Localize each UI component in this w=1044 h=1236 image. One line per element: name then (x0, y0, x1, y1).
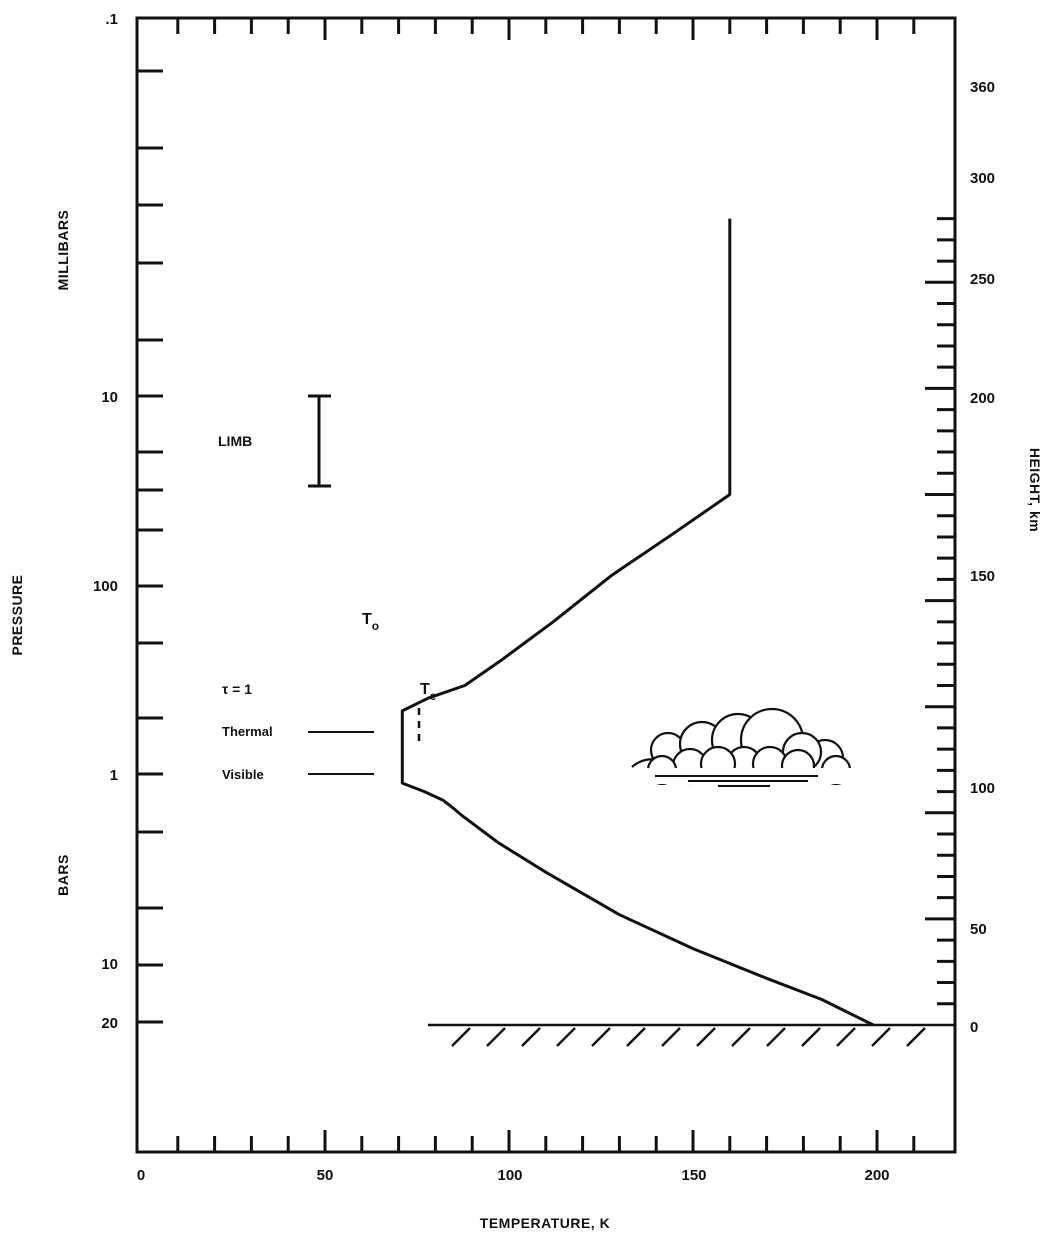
hatch-mark (871, 1027, 891, 1047)
right-tick-label-360: 360 (970, 79, 995, 96)
te-label-main: T (420, 681, 430, 698)
t0-label-sub: o (372, 619, 379, 633)
visible-label: Visible (222, 767, 264, 782)
y-lower-unit-label: BARS (55, 854, 71, 896)
right-tick-label-200: 200 (970, 390, 995, 407)
right-tick-label-50: 50 (970, 921, 987, 938)
t0-label-main: T (362, 611, 372, 628)
surface-hatch-marks (451, 1027, 926, 1047)
x-axis-ticks (176, 18, 916, 1152)
x-axis-title: TEMPERATURE, K (480, 1215, 610, 1231)
hatch-mark (696, 1027, 716, 1047)
left-tick-label-20bar: 20 (101, 1015, 118, 1032)
hatch-mark (766, 1027, 786, 1047)
x-tick-label-0: 0 (137, 1167, 145, 1184)
left-axis-ticks (137, 69, 163, 1024)
hatch-mark (906, 1027, 926, 1047)
limb-bracket (308, 394, 331, 488)
hatch-mark (801, 1027, 821, 1047)
limb-label: LIMB (218, 433, 252, 449)
hatch-mark (731, 1027, 751, 1047)
right-axis-ticks (925, 217, 955, 1006)
x-tick-label-150: 150 (681, 1167, 706, 1184)
surface-hatching (428, 1023, 955, 1047)
x-tick-label-200: 200 (864, 1167, 889, 1184)
hatch-mark (556, 1027, 576, 1047)
te-label: Te (420, 681, 437, 703)
plot-frame (135, 16, 957, 1154)
x-tick-label-100: 100 (497, 1167, 522, 1184)
right-tick-label-250: 250 (970, 271, 995, 288)
right-tick-label-300: 300 (970, 170, 995, 187)
hatch-mark (486, 1027, 506, 1047)
t0-label: To (362, 611, 379, 633)
left-tick-label-10bar: 10 (101, 956, 118, 973)
y-axis-title: PRESSURE (9, 574, 25, 655)
left-tick-label-10mbar: 10 (101, 389, 118, 406)
tau-label: τ = 1 (222, 681, 252, 697)
right-tick-label-0: 0 (970, 1019, 978, 1036)
hatch-mark (626, 1027, 646, 1047)
thermal-label: Thermal (222, 724, 273, 739)
x-tick-label-50: 50 (317, 1167, 334, 1184)
right-tick-label-150: 150 (970, 568, 995, 585)
hatch-mark (836, 1027, 856, 1047)
te-label-sub: e (430, 689, 437, 703)
hatch-mark (521, 1027, 541, 1047)
left-tick-label-100mbar: 100 (93, 578, 118, 595)
y-upper-unit-label: MILLIBARS (55, 210, 71, 291)
hatch-mark (451, 1027, 471, 1047)
temperature-profile-line (400, 218, 874, 1027)
hatch-mark (591, 1027, 611, 1047)
left-tick-label-1bar: 1 (110, 767, 118, 784)
right-tick-label-100: 100 (970, 780, 995, 797)
hatch-mark (661, 1027, 681, 1047)
cloud-illustration (631, 707, 852, 787)
y2-axis-title: HEIGHT, km (1027, 448, 1043, 532)
left-tick-label-0.1mbar: .1 (105, 11, 118, 28)
